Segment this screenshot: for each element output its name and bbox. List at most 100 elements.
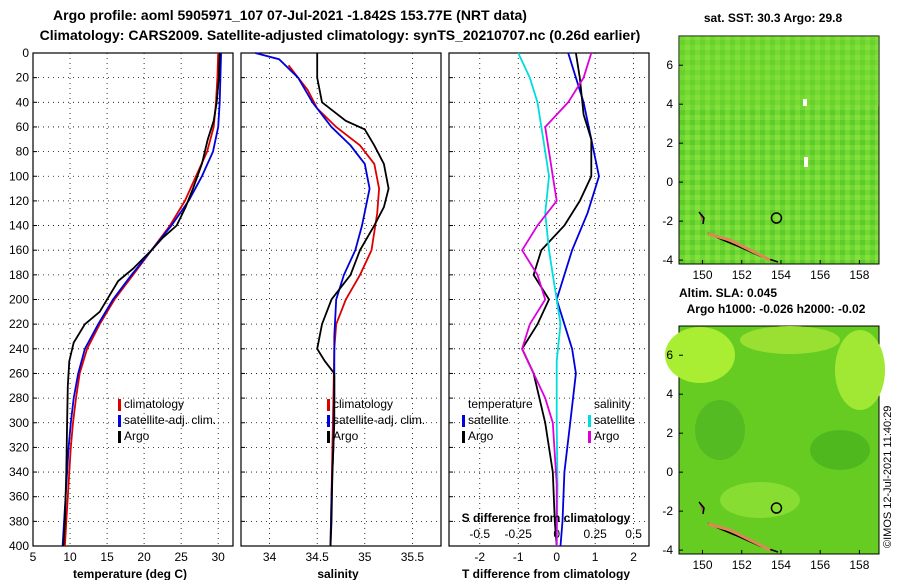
map-ytick-label: -2 <box>662 214 673 228</box>
ytick-label: 240 <box>9 342 29 356</box>
ytick-label: 340 <box>9 465 29 479</box>
map-xtick-label: 152 <box>732 558 752 572</box>
map-ytick-label: 4 <box>666 387 673 401</box>
map1-title: sat. SST: 30.3 Argo: 29.8 <box>704 11 843 25</box>
map-xtick-label: 156 <box>810 558 830 572</box>
legend-t-argo: Argo <box>468 429 494 443</box>
sla-map-blob <box>810 430 870 470</box>
tick-labels: 0204060801001201401601802002202402602803… <box>9 46 642 564</box>
map2-ticks: 150 152 154 156 158 6 4 2 0 -2 -4 <box>662 348 869 572</box>
series-satellite-adj-clim- <box>255 52 371 547</box>
temperature-legend: climatology satellite-adj. clim. Argo <box>118 397 216 443</box>
profile-location-marker <box>770 502 783 514</box>
legend-satellite: satellite-adj. clim. <box>333 413 425 427</box>
title-line1: Argo profile: aoml 5905971_107 07-Jul-20… <box>53 7 527 23</box>
map-xtick-label: 150 <box>693 268 713 282</box>
xtick-label: 34.5 <box>306 550 330 564</box>
map-ytick-label: -4 <box>662 543 673 557</box>
sst-map-gap <box>804 157 808 167</box>
sla-map-blob <box>720 482 800 518</box>
map-xtick-label: 158 <box>849 268 869 282</box>
ytick-label: 360 <box>9 490 29 504</box>
ytick-label: 0 <box>22 46 29 60</box>
series-satellite-adj-clim- <box>61 52 222 547</box>
series-salinity-argo <box>521 52 593 546</box>
map-ytick-label: 0 <box>666 175 673 189</box>
sst-map <box>678 35 880 265</box>
series-climatology <box>287 64 381 547</box>
xtick-label: 5 <box>30 550 37 564</box>
legend-swatch-climatology <box>118 399 121 411</box>
xtick-top-label: -0.5 <box>469 527 490 541</box>
series-argo <box>62 52 221 547</box>
difference-xlabel-top: S difference from climatology <box>462 511 631 525</box>
map-ytick-label: -4 <box>662 253 673 267</box>
xtick-label: 1 <box>592 550 599 564</box>
map1-ticks: 150 152 154 156 158 6 4 2 0 -2 -4 <box>662 58 869 282</box>
legend-swatch-climatology <box>327 399 330 411</box>
xtick-label: 25 <box>174 550 188 564</box>
map-ytick-label: 6 <box>666 348 673 362</box>
credit: ©IMOS 12-Jul-2021 11:40:29 <box>882 406 894 548</box>
legend-title-salinity: salinity <box>594 397 631 411</box>
legend-swatch-argo <box>327 431 330 443</box>
map-xtick-label: 154 <box>771 558 791 572</box>
legend-title-temperature: temperature <box>468 397 533 411</box>
legend-climatology: climatology <box>124 397 184 411</box>
series-argo <box>316 53 390 547</box>
series-salinity-satellite <box>517 52 562 547</box>
salinity-xlabel: salinity <box>317 567 359 580</box>
map-ytick-label: -2 <box>662 504 673 518</box>
map-ytick-label: 2 <box>666 426 673 440</box>
xtick-label: 10 <box>63 550 77 564</box>
legend-satellite: satellite-adj. clim. <box>124 413 216 427</box>
series-temperature-satellite <box>555 52 600 547</box>
map-ytick-label: 0 <box>666 465 673 479</box>
ytick-label: 120 <box>9 194 29 208</box>
legend-argo: Argo <box>124 429 150 443</box>
sst-map-field <box>678 35 880 265</box>
legend-s-argo: Argo <box>594 429 620 443</box>
profile-location-marker <box>770 212 783 224</box>
legend-swatch-satellite <box>327 415 330 427</box>
difference-xlabel: T difference from climatology <box>462 567 630 580</box>
ytick-label: 140 <box>9 219 29 233</box>
map-ytick-label: 6 <box>666 58 673 72</box>
ytick-label: 100 <box>9 169 29 183</box>
xtick-label: 34 <box>263 550 277 564</box>
legend-swatch-s-argo <box>588 431 591 443</box>
ytick-label: 80 <box>16 145 30 159</box>
salinity-legend: climatology satellite-adj. clim. Argo <box>327 397 425 443</box>
legend-swatch-argo <box>118 431 121 443</box>
ytick-label: 260 <box>9 366 29 380</box>
map-xtick-label: 152 <box>732 268 752 282</box>
legend-climatology: climatology <box>333 397 393 411</box>
legend-s-satellite: satellite <box>594 413 635 427</box>
xtick-top-label: 0.25 <box>583 527 607 541</box>
sla-map-land <box>707 522 771 552</box>
sst-map-land <box>707 232 771 262</box>
ytick-label: 20 <box>16 71 30 85</box>
ytick-label: 60 <box>16 120 30 134</box>
sst-map-shade <box>679 36 879 106</box>
ytick-label: 400 <box>9 539 29 553</box>
xtick-label: -2 <box>474 550 485 564</box>
xtick-label: 0 <box>553 550 560 564</box>
map2-title-line2: Argo h1000: -0.026 h2000: -0.02 <box>687 302 866 316</box>
temperature-xlabel: temperature (deg C) <box>73 567 187 580</box>
legend-swatch-satellite <box>118 415 121 427</box>
map-xtick-label: 158 <box>849 558 869 572</box>
xtick-label: 15 <box>100 550 114 564</box>
xtick-label: 20 <box>137 550 151 564</box>
ytick-label: 380 <box>9 514 29 528</box>
ytick-label: 320 <box>9 440 29 454</box>
xtick-top-label: -0.25 <box>505 527 533 541</box>
legend-swatch-t-argo <box>462 431 465 443</box>
sla-map-blob <box>835 330 885 410</box>
map-ytick-label: 2 <box>666 136 673 150</box>
data-lines <box>61 52 600 547</box>
map-xtick-label: 156 <box>810 268 830 282</box>
map-xtick-label: 150 <box>693 558 713 572</box>
legend-t-satellite: satellite <box>468 413 509 427</box>
